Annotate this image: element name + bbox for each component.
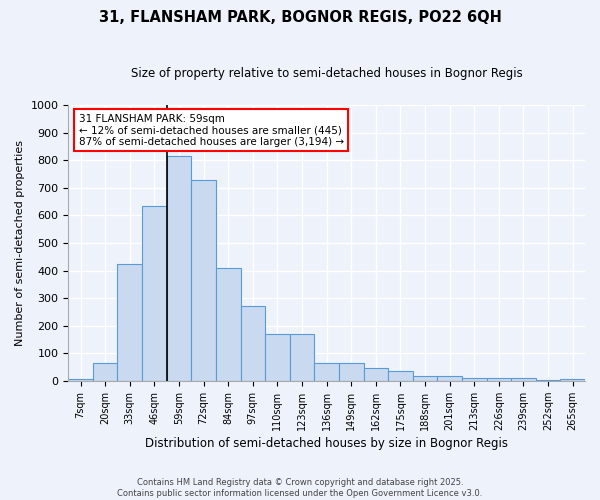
Title: Size of property relative to semi-detached houses in Bognor Regis: Size of property relative to semi-detach… <box>131 68 523 80</box>
Bar <box>536 380 560 381</box>
Text: 31 FLANSHAM PARK: 59sqm
← 12% of semi-detached houses are smaller (445)
87% of s: 31 FLANSHAM PARK: 59sqm ← 12% of semi-de… <box>79 114 344 146</box>
Bar <box>511 378 536 381</box>
Bar <box>265 334 290 381</box>
Bar <box>290 334 314 381</box>
Bar <box>560 380 585 381</box>
Bar <box>118 264 142 381</box>
Bar <box>167 156 191 381</box>
Bar <box>68 380 93 381</box>
X-axis label: Distribution of semi-detached houses by size in Bognor Regis: Distribution of semi-detached houses by … <box>145 437 508 450</box>
Bar <box>241 306 265 381</box>
Bar <box>314 363 339 381</box>
Bar <box>388 371 413 381</box>
Bar <box>93 363 118 381</box>
Text: Contains HM Land Registry data © Crown copyright and database right 2025.
Contai: Contains HM Land Registry data © Crown c… <box>118 478 482 498</box>
Y-axis label: Number of semi-detached properties: Number of semi-detached properties <box>15 140 25 346</box>
Bar <box>216 268 241 381</box>
Bar <box>364 368 388 381</box>
Bar <box>437 376 462 381</box>
Bar <box>339 363 364 381</box>
Text: 31, FLANSHAM PARK, BOGNOR REGIS, PO22 6QH: 31, FLANSHAM PARK, BOGNOR REGIS, PO22 6Q… <box>98 10 502 25</box>
Bar <box>413 376 437 381</box>
Bar <box>462 378 487 381</box>
Bar <box>191 180 216 381</box>
Bar <box>142 206 167 381</box>
Bar <box>487 378 511 381</box>
